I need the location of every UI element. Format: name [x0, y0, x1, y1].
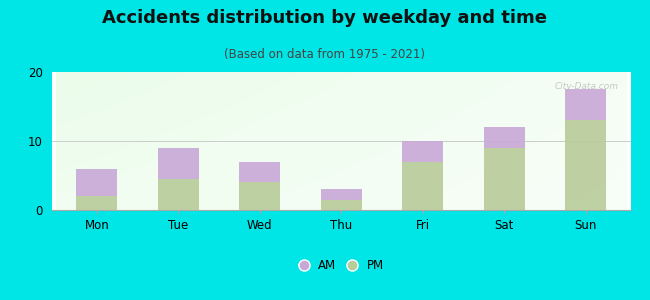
- Text: Accidents distribution by weekday and time: Accidents distribution by weekday and ti…: [103, 9, 547, 27]
- Bar: [566, 89, 606, 120]
- Bar: [321, 189, 361, 200]
- Legend: AM, PM: AM, PM: [295, 256, 387, 276]
- Bar: [402, 141, 443, 162]
- Text: (Based on data from 1975 - 2021): (Based on data from 1975 - 2021): [224, 48, 426, 61]
- Bar: [77, 169, 117, 196]
- Bar: [321, 200, 361, 210]
- Bar: [239, 162, 280, 182]
- Bar: [402, 162, 443, 210]
- Bar: [484, 148, 525, 210]
- Bar: [158, 179, 199, 210]
- Bar: [77, 196, 117, 210]
- Bar: [566, 120, 606, 210]
- Bar: [239, 182, 280, 210]
- Bar: [158, 148, 199, 179]
- Text: City-Data.com: City-Data.com: [555, 82, 619, 91]
- Bar: [484, 127, 525, 148]
